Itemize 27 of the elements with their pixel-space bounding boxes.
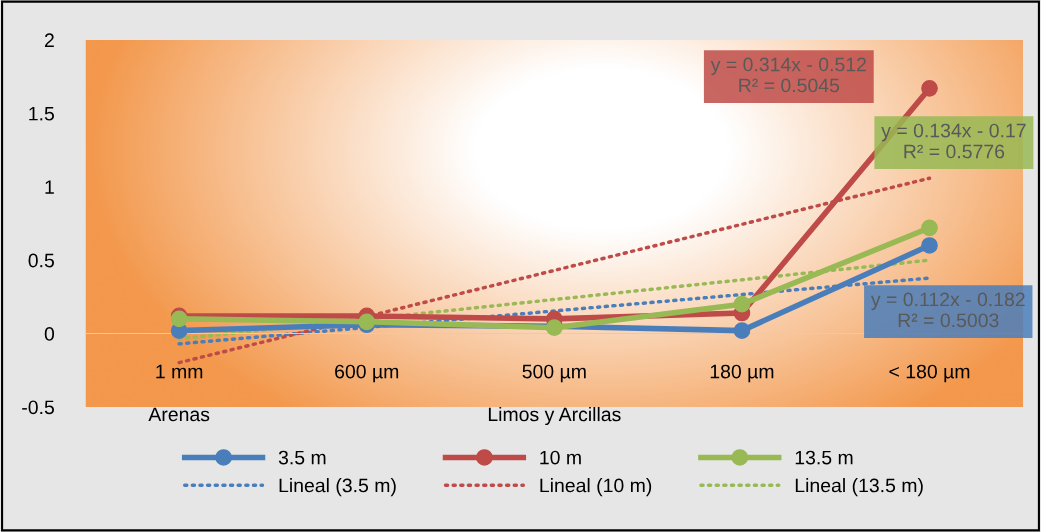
legend-label: Lineal (3.5 m)	[279, 478, 396, 497]
x-tick-label: 180 µm	[710, 364, 774, 383]
annotation: y = 0.112x - 0.182 R² = 0.5003	[870, 292, 1025, 328]
y-tick-label: 1	[45, 180, 54, 194]
annotation: y = 0.134x - 0.17 R² = 0.5776	[881, 123, 1026, 159]
legend-label: Lineal (13.5 m)	[795, 478, 923, 497]
point	[921, 237, 938, 254]
legend-label: 13.5 m	[795, 450, 853, 465]
point	[921, 219, 938, 237]
x-tick-label: 1 mm	[156, 364, 203, 379]
text: Limos y Arcillas	[488, 406, 621, 426]
text: Arenas	[148, 407, 210, 422]
legend-label: 3.5 m	[278, 450, 326, 465]
y-tick-label: 1.5	[29, 106, 54, 121]
annotation: y = 0.314x - 0.512 R² = 0.5045	[710, 57, 866, 93]
point	[921, 80, 938, 97]
legend-label: Lineal (10 m)	[540, 478, 652, 497]
y-tick-label: 0	[44, 327, 55, 341]
legend-label: 10 m	[540, 450, 581, 465]
x-tick-label: 600 µm	[335, 364, 399, 383]
point	[733, 322, 751, 339]
y-tick-label: 2	[44, 33, 54, 47]
x-tick-label: 500 µm	[522, 364, 586, 383]
y-tick-label: -0.5	[22, 400, 54, 415]
x-tick-label: < 180 µm	[889, 364, 970, 383]
point	[733, 295, 751, 313]
y-tick-label: 0.5	[28, 253, 54, 268]
